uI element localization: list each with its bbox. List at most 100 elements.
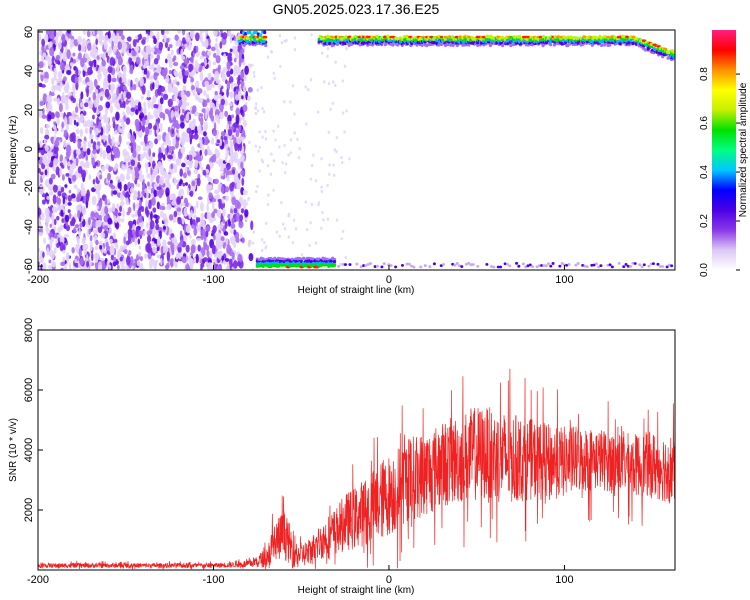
heatmap-cell [278,234,281,238]
heatmap-cell [117,248,122,259]
heatmap-cell [599,264,603,267]
heatmap-cell [217,209,222,219]
heatmap-cell [134,209,139,218]
heatmap-cell [130,79,133,88]
heatmap-cell [72,174,77,182]
heatmap-cell [115,221,120,230]
heatmap-cell [105,52,108,58]
heatmap-cell [104,88,110,98]
heatmap-cell [572,36,576,41]
heatmap-cell [38,30,41,34]
heatmap-cell [184,156,187,164]
heatmap-cell [560,262,564,265]
heatmap-cell [173,210,178,218]
heatmap-cell [176,98,180,105]
heatmap-cell [526,264,530,268]
heatmap-cell [396,37,400,41]
heatmap-cell [112,232,117,239]
heatmap-cell [77,166,83,175]
heatmap-cell [80,57,85,68]
heatmap-cell [130,134,136,144]
heatmap-cell [61,218,65,223]
heatmap-cell [305,228,309,232]
heatmap-cell [139,199,142,208]
heatmap-cell [208,184,213,190]
heatmap-cell [59,154,64,162]
heatmap-cell [142,145,147,152]
heatmap-cell [234,142,238,152]
heatmap-cell [50,30,55,40]
heatmap-cell [248,30,252,35]
heatmap-cell [98,66,101,74]
heatmap-cell [215,37,218,43]
heatmap-cell [345,47,348,51]
heatmap-cell [124,232,128,239]
heatmap-cell [126,167,132,175]
heatmap-cell [265,221,268,225]
heatmap-cell [369,262,373,265]
heatmap-cell [95,239,99,246]
heatmap-cell [237,261,241,267]
heatmap-cell [146,221,149,229]
heatmap-cell [71,247,75,254]
heatmap-cell [162,245,167,254]
heatmap-cell [42,93,48,103]
heatmap-cell [138,169,143,175]
heatmap-cell [64,116,68,126]
heatmap-cell [394,36,398,41]
heatmap-cell [130,107,135,112]
heatmap-cell [166,195,170,204]
heatmap-cell [176,207,182,212]
heatmap-cell [167,126,171,133]
heatmap-cell [78,173,82,179]
heatmap-cell [293,112,296,116]
heatmap-cell [260,85,263,90]
snr-x-tick-label: 0 [386,574,392,586]
heatmap-cell [115,176,120,181]
heatmap-cell [38,33,42,42]
heatmap-cell [289,100,292,104]
heatmap-cell [322,218,325,222]
heatmap-cell [160,205,166,211]
heatmap-cell [233,64,238,72]
heatmap-cell [138,114,143,119]
heatmap-cell [73,150,77,159]
heatmap-cell [79,222,83,228]
heatmap-cell [129,64,134,72]
heatmap-cell [233,207,238,214]
heatmap-cell [46,247,50,256]
heatmap-cell [171,85,177,94]
heatmap-cell [120,217,125,223]
heatmap-cell [248,253,254,262]
heatmap-cell [293,47,297,52]
heatmap-cell [96,141,100,146]
heatmap-cell [101,260,106,267]
heatmap-cell [139,76,144,87]
heatmap-cell [200,262,205,268]
heatmap-cell [278,145,281,149]
heatmap-cell [102,125,106,136]
heatmap-cell [117,212,122,217]
heatmap-cell [254,106,258,110]
heatmap-cell [214,70,220,81]
heatmap-cell [226,162,231,167]
heatmap-cell [245,202,249,206]
heatmap-cell [195,200,199,209]
heatmap-cell [476,265,480,268]
heatmap-cell [92,178,96,185]
heatmap-cell [81,236,86,245]
heatmap-cell [135,228,140,238]
heatmap-cell [568,39,572,44]
spectrogram-x-ticks: -200 -100 0 100 [27,265,574,286]
heatmap-cell [89,133,93,140]
heatmap-cell [56,97,60,106]
heatmap-cell [216,48,220,56]
heatmap-cell [88,217,91,226]
heatmap-cell [50,136,55,143]
heatmap-cell [264,246,267,250]
heatmap-cell [63,234,69,238]
heatmap-cell [87,141,92,149]
heatmap-cell [304,200,308,204]
heatmap-cell [127,161,131,166]
heatmap-cell [455,262,459,265]
